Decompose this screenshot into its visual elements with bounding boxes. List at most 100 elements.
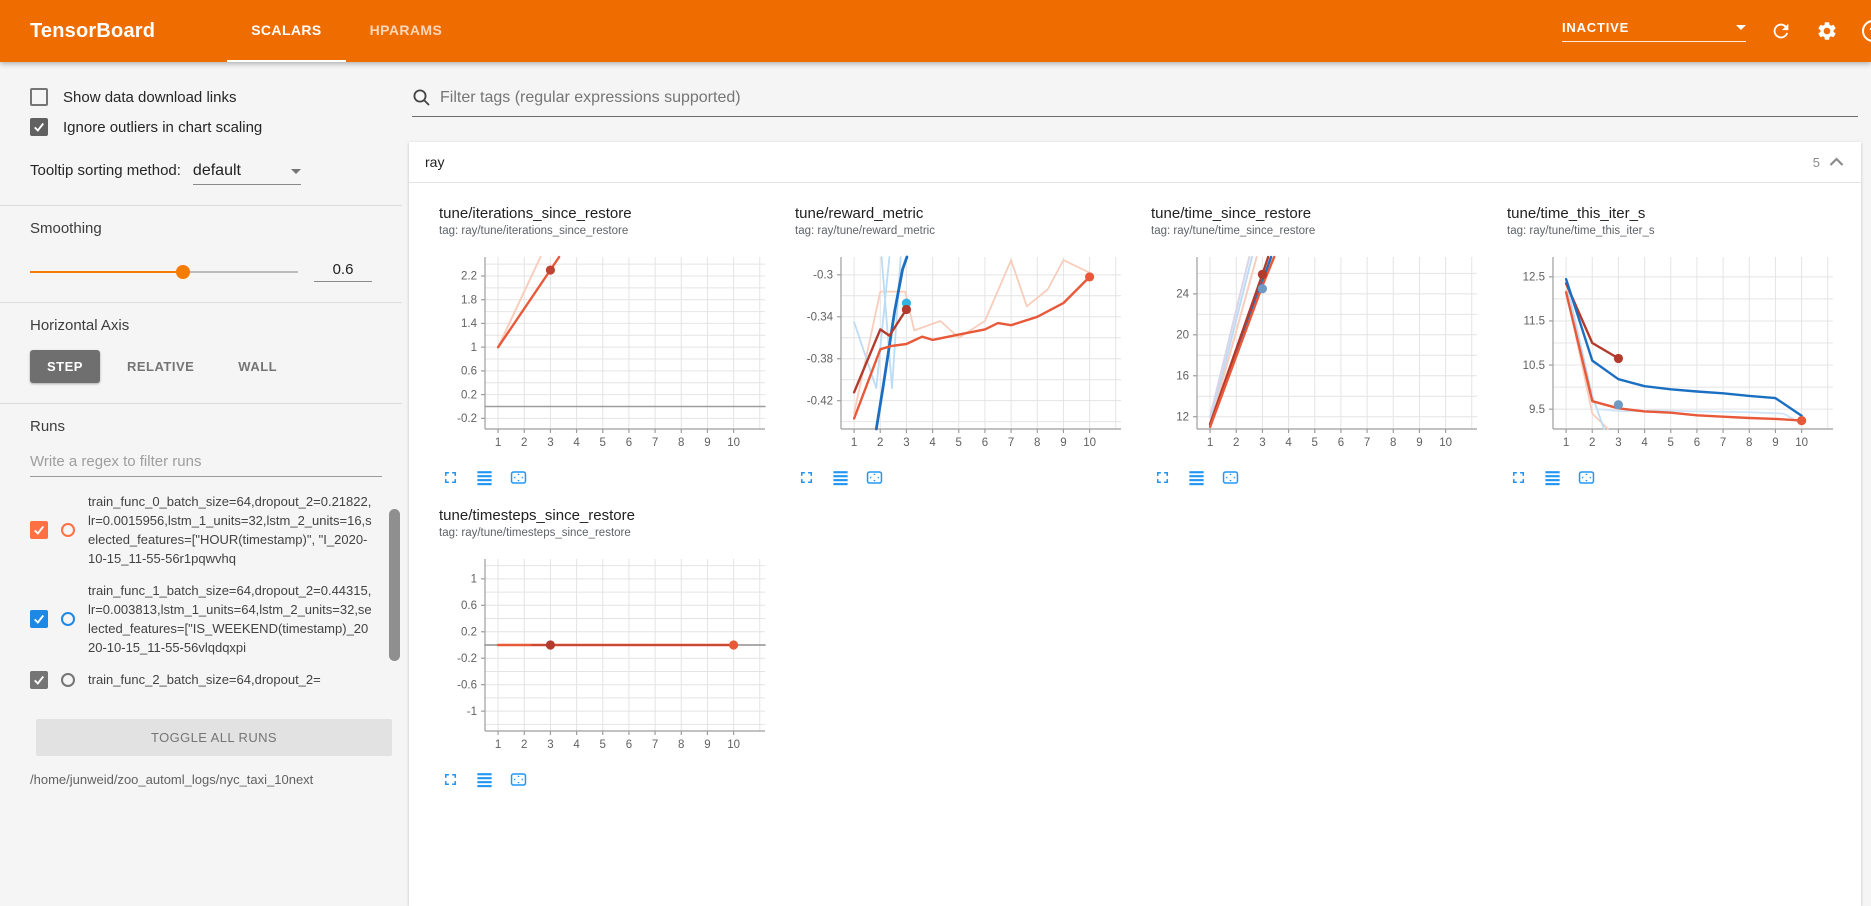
runs-scrollbar[interactable] [389,509,400,661]
svg-text:5: 5 [1668,437,1674,449]
svg-text:0.2: 0.2 [461,626,477,638]
fit-domain-icon[interactable] [509,468,528,487]
svg-text:1.8: 1.8 [461,294,477,306]
chart-card: tune/timesteps_since_restore tag: ray/tun… [439,507,771,789]
checkbox-checked-icon[interactable] [30,118,48,136]
checkbox-unchecked-icon[interactable] [30,88,48,106]
run-checkbox[interactable] [30,670,48,689]
tooltip-sorting-select[interactable]: default [192,162,301,185]
run-name: train_func_0_batch_size=64,dropout_2=0.2… [88,494,372,566]
svg-text:1: 1 [1207,437,1213,449]
svg-text:9: 9 [1772,437,1778,449]
checkbox-row[interactable]: Show data download links [30,88,372,106]
run-radio[interactable] [61,672,75,687]
svg-text:7: 7 [1364,437,1370,449]
run-radio[interactable] [61,523,75,537]
fullscreen-icon[interactable] [441,770,460,789]
data-point-marker [1257,284,1268,294]
smoothing-slider[interactable] [30,264,298,279]
tag-group-name: ray [425,154,445,170]
chart-tag: tag: ray/tune/time_since_restore [1151,225,1316,237]
svg-text:3: 3 [547,739,553,751]
chart-series-train_func_0-raw [497,256,542,349]
axis-button-step[interactable]: STEP [30,350,100,383]
chart-tag: tag: ray/tune/timesteps_since_restore [439,527,631,539]
svg-text:2: 2 [1589,437,1595,449]
chart-series-darkred-smoothed [1208,255,1270,426]
smoothing-slider-handle[interactable] [175,264,190,279]
run-radio[interactable] [61,612,75,626]
checkbox-label: Show data download links [63,88,237,106]
fullscreen-icon[interactable] [441,468,460,487]
runs-filter-input[interactable] [30,449,382,477]
refresh-icon[interactable] [1770,20,1792,42]
svg-text:12.5: 12.5 [1523,272,1545,284]
svg-text:1: 1 [471,574,477,586]
svg-text:5: 5 [1312,437,1318,449]
checkbox-label: Ignore outliers in chart scaling [63,118,263,136]
tab-hparams[interactable]: HPARAMS [369,22,443,38]
run-name: train_func_2_batch_size=64,dropout_2= [88,672,321,687]
status-dropdown[interactable]: INACTIVE [1562,20,1746,42]
chart-toolbar [795,468,1127,487]
tag-group-header[interactable]: ray 5 [409,142,1861,183]
svg-text:10: 10 [727,739,740,751]
svg-text:1: 1 [1563,437,1569,449]
fullscreen-icon[interactable] [797,468,816,487]
checkbox-row[interactable]: Ignore outliers in chart scaling [30,118,372,136]
svg-text:4: 4 [1641,437,1648,449]
svg-text:6: 6 [626,739,632,751]
horizontal-axis-label: Horizontal Axis [30,317,130,334]
tooltip-sorting-label: Tooltip sorting method: [30,162,181,179]
tag-filter-input[interactable] [440,88,1858,107]
chart-toolbar [1507,468,1839,487]
line-chart-plot[interactable]: 2.2 1.8 1.4 1 0.6 0.2 -0.2 1 2 3 4 5 6 7 8 9 10 [439,249,771,455]
svg-text:0.2: 0.2 [461,389,477,401]
data-point-marker [1084,272,1095,282]
log-scale-icon[interactable] [831,468,850,487]
fit-domain-icon[interactable] [865,468,884,487]
fit-domain-icon[interactable] [1221,468,1240,487]
log-scale-icon[interactable] [475,468,494,487]
log-scale-icon[interactable] [475,770,494,789]
svg-text:24: 24 [1176,289,1189,301]
tab-scalars[interactable]: SCALARS [227,0,346,62]
log-scale-icon[interactable] [1543,468,1562,487]
fit-domain-icon[interactable] [1577,468,1596,487]
fullscreen-icon[interactable] [1153,468,1172,487]
axis-button-wall[interactable]: WALL [221,350,294,383]
log-scale-icon[interactable] [1187,468,1206,487]
svg-text:5: 5 [600,739,606,751]
chart-series-blue-smoothed [1564,277,1803,418]
chart-series-blue-smoothed [874,255,909,431]
svg-text:3: 3 [1259,437,1265,449]
chart-card: tune/iterations_since_restore tag: ray/tu… [439,205,771,487]
smoothing-value-field[interactable]: 0.6 [314,261,372,282]
chart-series-raw-blue [1209,256,1253,425]
toggle-all-runs-button[interactable]: TOGGLE ALL RUNS [36,719,392,756]
svg-text:8: 8 [678,739,684,751]
fit-domain-icon[interactable] [509,770,528,789]
help-icon[interactable]: ? [1862,20,1871,42]
chart-series-raw-lavender [1209,256,1251,418]
fullscreen-icon[interactable] [1509,468,1528,487]
data-point-marker [728,640,739,650]
log-directory-path: /home/junweid/zoo_automl_logs/nyc_taxi_1… [30,772,314,787]
run-checkbox[interactable] [30,521,48,539]
svg-text:5: 5 [600,437,606,449]
run-checkbox[interactable] [30,610,48,628]
svg-text:2: 2 [1233,437,1239,449]
svg-text:8: 8 [1746,437,1752,449]
svg-text:4: 4 [929,437,936,449]
svg-text:6: 6 [1338,437,1344,449]
settings-gear-icon[interactable] [1816,20,1838,42]
axis-button-relative[interactable]: RELATIVE [110,350,211,383]
app-title: TensorBoard [30,19,156,42]
line-chart-plot[interactable]: 12.5 11.5 10.5 9.5 1 2 3 4 5 6 7 8 9 10 [1507,249,1839,455]
svg-text:-1: -1 [467,706,477,718]
chevron-up-icon[interactable] [1828,155,1845,169]
data-point-marker [545,265,556,275]
line-chart-plot[interactable]: 1 0.6 0.2 -0.2 -0.6 -1 1 2 3 4 5 6 7 8 9 10 [439,551,771,757]
line-chart-plot[interactable]: -0.3 -0.34 -0.38 -0.42 1 2 3 4 5 6 7 8 9 10 [795,249,1127,455]
